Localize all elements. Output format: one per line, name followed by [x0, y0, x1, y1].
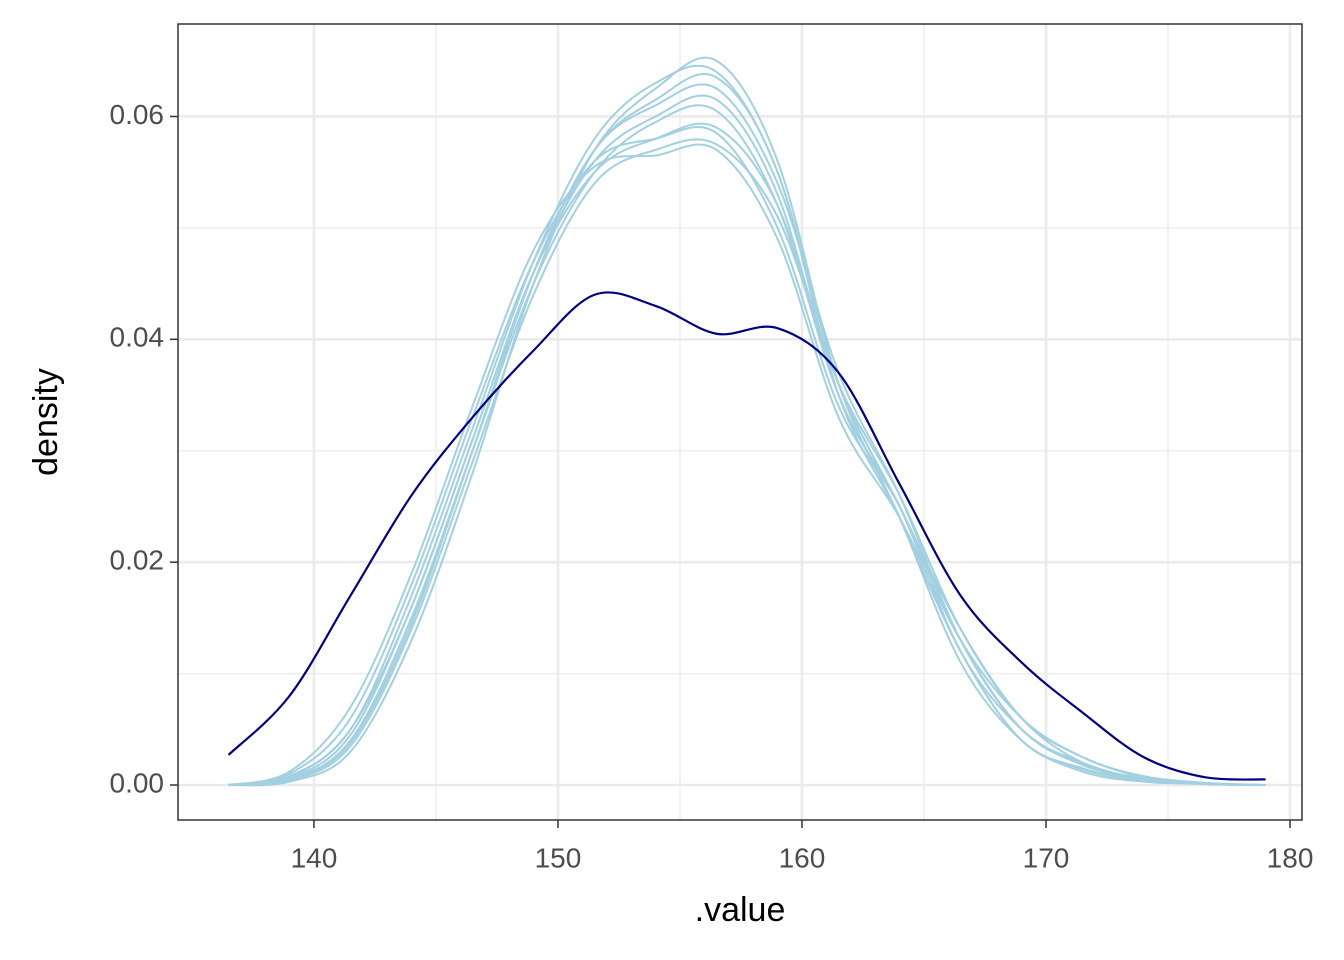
density-line — [228, 143, 1266, 787]
grid — [178, 24, 1302, 820]
x-tick-label: 180 — [1267, 842, 1314, 873]
x-tick-label: 170 — [1023, 842, 1070, 873]
x-axis-title: .value — [695, 891, 786, 929]
x-tick-label: 150 — [535, 842, 582, 873]
lines — [227, 56, 1266, 787]
y-tick-label: 0.00 — [110, 767, 165, 798]
density-line — [228, 122, 1266, 787]
y-tick-label: 0.04 — [110, 322, 165, 353]
density-line — [228, 83, 1266, 787]
x-tick-label: 140 — [291, 842, 338, 873]
x-tick-label: 160 — [779, 842, 826, 873]
panel-border — [177, 23, 1303, 821]
axes: 140 150 160 170 180 0.00 0.02 0.04 0.06 — [110, 99, 1314, 874]
panel-background — [178, 24, 1302, 820]
density-line — [227, 291, 1266, 781]
y-axis-title: density — [27, 368, 65, 476]
density-line — [228, 73, 1266, 787]
y-tick-label: 0.06 — [110, 99, 165, 130]
y-tick-label: 0.02 — [110, 545, 165, 576]
